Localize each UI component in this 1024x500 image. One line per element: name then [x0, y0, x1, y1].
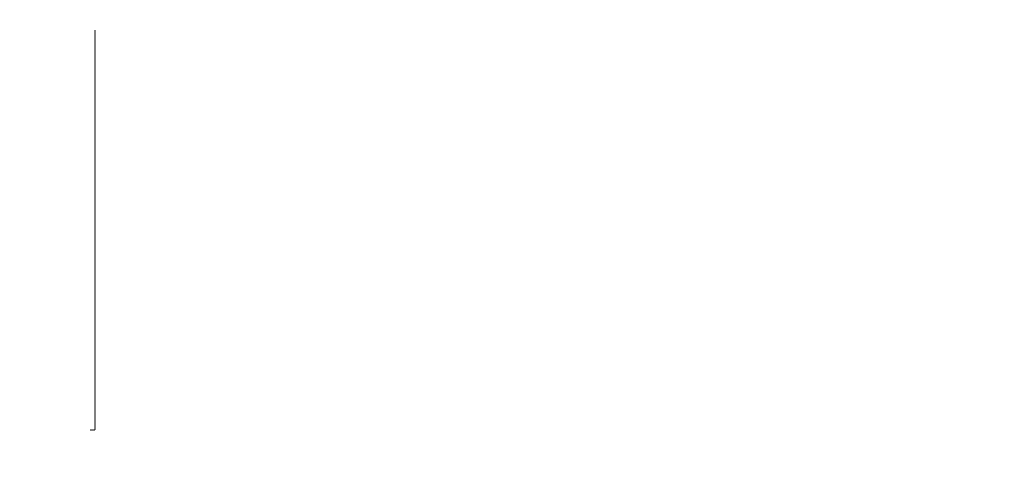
- figure-page: [0, 0, 1024, 500]
- figure-svg: [0, 0, 1024, 500]
